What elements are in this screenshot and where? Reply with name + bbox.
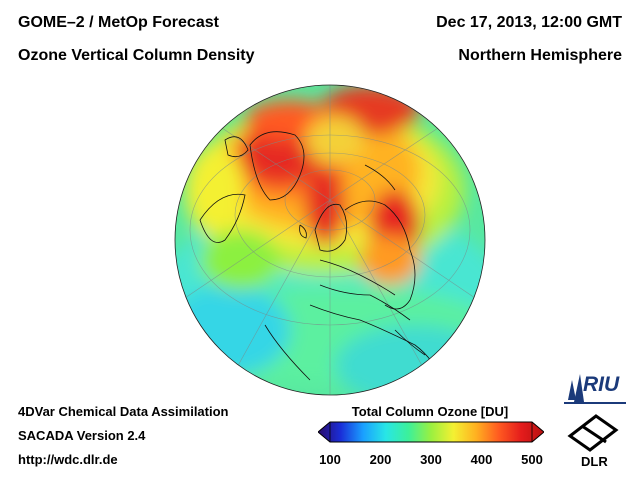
colorbar-tick-label: 200 [369, 452, 392, 467]
colorbar-title: Total Column Ozone [DU] [351, 404, 509, 419]
graticule [181, 85, 479, 395]
riu-logo-icon [564, 374, 626, 404]
colorbar-gradient [318, 421, 544, 443]
colorbar [318, 421, 544, 443]
footer-version: SACADA Version 2.4 [18, 428, 146, 443]
ozone-field [175, 85, 485, 395]
coastlines [199, 131, 441, 381]
footer-method: 4DVar Chemical Data Assimilation [18, 404, 229, 419]
footer-url: http://wdc.dlr.de [18, 452, 118, 467]
colorbar-tick-label: 100 [319, 452, 341, 467]
ozone-globe-map [174, 84, 486, 396]
riu-logo-text: RIU [583, 373, 620, 396]
forecast-date: Dec 17, 2013, 12:00 GMT [436, 14, 622, 31]
dlr-logo-text: DLR [581, 454, 608, 469]
globe-outline [174, 84, 486, 396]
colorbar-tick-label: 500 [521, 452, 543, 467]
colorbar-tick-label: 300 [420, 452, 442, 467]
dlr-logo-icon [567, 414, 619, 452]
map-title: GOME–2 / MetOp Forecast [18, 14, 219, 31]
hemisphere-label: Northern Hemisphere [458, 47, 622, 64]
map-subtitle: Ozone Vertical Column Density [18, 47, 255, 64]
colorbar-tick-label: 400 [470, 452, 493, 467]
